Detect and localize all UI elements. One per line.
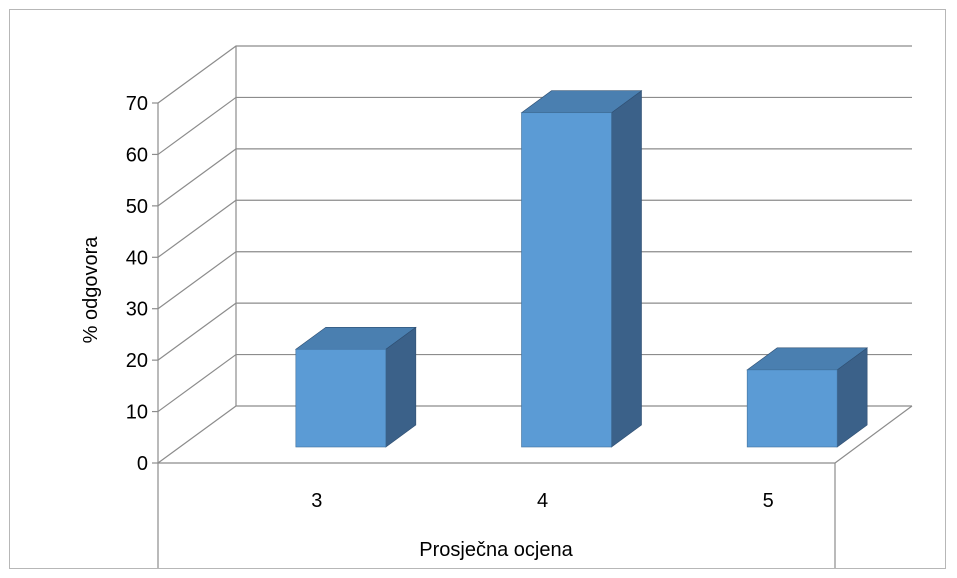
bars (294, 90, 869, 448)
y-tick-label: 20 (126, 350, 148, 372)
x-tick-label: 4 (537, 490, 548, 512)
gridline (157, 353, 912, 413)
x-tick-label: 5 (763, 490, 774, 512)
gridline (157, 302, 912, 361)
bar-front-face (521, 112, 612, 448)
y-tick-label: 60 (126, 144, 148, 166)
y-tick-label: 0 (137, 453, 148, 475)
y-tick-label: 40 (126, 247, 148, 269)
y-axis-label: % odgovora (80, 236, 102, 344)
y-tick-label: 50 (126, 196, 148, 218)
x-axis-label: Prosječna ocjena (419, 539, 573, 561)
gridline (157, 251, 912, 310)
x-tick-labels: 3 4 5 (311, 490, 773, 512)
x-tick-label: 3 (311, 490, 322, 512)
bar-front-face (746, 369, 838, 448)
gridline (157, 405, 912, 464)
y-tick-label: 30 (126, 299, 148, 321)
gridlines (152, 45, 912, 464)
bar-front-face (295, 348, 387, 448)
bar-4 (520, 90, 643, 448)
chart-frame (9, 9, 946, 569)
chart-walls (157, 46, 913, 568)
bar-3 (294, 326, 417, 448)
gridline (157, 96, 912, 155)
y-tick-labels: 0 10 20 30 40 50 60 70 (126, 93, 148, 475)
gridline (157, 148, 912, 207)
gridline (157, 199, 912, 258)
y-tick-label: 10 (126, 402, 148, 424)
gridline (157, 45, 912, 104)
bar-5 (746, 347, 869, 448)
bar-side-face (611, 90, 642, 448)
y-tick-label: 70 (126, 93, 148, 115)
